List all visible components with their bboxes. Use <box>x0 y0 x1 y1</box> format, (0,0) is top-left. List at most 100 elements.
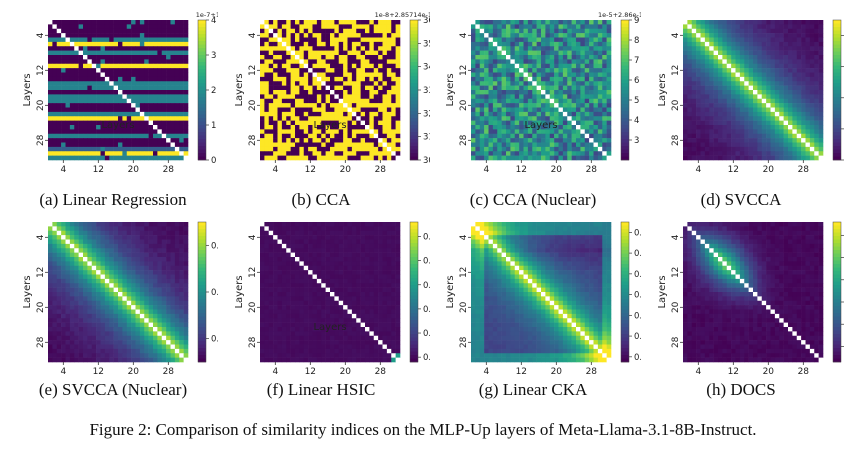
heatmap-cell <box>126 296 132 302</box>
heatmap-cell <box>343 81 348 86</box>
heatmap-cell <box>558 103 564 108</box>
heatmap-cell <box>488 129 494 135</box>
heatmap-cell <box>183 90 189 95</box>
heatmap-cell <box>523 142 529 148</box>
heatmap-cell <box>78 300 84 306</box>
heatmap-cell <box>153 129 158 135</box>
heatmap-cell <box>589 37 594 43</box>
heatmap-cell <box>580 146 586 152</box>
colorbar-segment <box>621 23 629 28</box>
heatmap-cell <box>118 81 123 86</box>
heatmap-cell <box>683 116 688 121</box>
heatmap-cell <box>527 155 533 161</box>
heatmap-cell <box>696 98 701 104</box>
heatmap-cell <box>131 146 136 152</box>
heatmap-cell <box>113 283 119 288</box>
heatmap-cell <box>299 24 305 30</box>
heatmap-cell <box>541 72 546 78</box>
heatmap-cell <box>277 125 283 130</box>
heatmap-cell <box>74 94 79 100</box>
heatmap-cell <box>161 230 167 236</box>
heatmap-cell <box>268 33 274 38</box>
heatmap-cell <box>602 63 607 69</box>
heatmap-cell <box>74 98 79 104</box>
heatmap-cell <box>113 146 119 152</box>
y-tick-label: 12 <box>459 65 469 76</box>
heatmap-cell <box>161 292 167 297</box>
heatmap-cell <box>519 111 524 117</box>
heatmap-cell <box>527 90 533 95</box>
heatmap-cell <box>779 41 784 47</box>
heatmap-cell <box>273 90 278 95</box>
colorbar-segment <box>621 62 629 66</box>
heatmap-cell <box>351 107 357 113</box>
heatmap-cell <box>65 261 71 267</box>
heatmap-cell <box>541 24 546 30</box>
heatmap-cell <box>161 94 167 100</box>
heatmap-cell <box>683 151 688 156</box>
heatmap-cell <box>135 270 141 275</box>
heatmap-cell <box>281 94 287 100</box>
heatmap-cell <box>488 28 494 34</box>
heatmap-cell <box>299 72 305 78</box>
heatmap-cell <box>109 72 114 78</box>
heatmap-cell <box>91 94 97 100</box>
heatmap-cell <box>576 41 581 47</box>
heatmap-cell <box>562 41 568 47</box>
heatmap-cell <box>510 111 516 117</box>
heatmap-cell <box>338 72 344 78</box>
colorbar-segment <box>621 55 629 59</box>
colorbar-segment <box>833 118 841 122</box>
heatmap-cell <box>56 94 62 100</box>
heatmap-cell <box>818 63 824 69</box>
heatmap-cell <box>527 59 533 65</box>
heatmap-cell <box>260 111 265 117</box>
heatmap-cell <box>290 63 296 69</box>
heatmap-cell <box>268 111 274 117</box>
heatmap-cell <box>792 129 798 135</box>
heatmap-cell <box>330 20 335 25</box>
heatmap-cell <box>286 98 291 104</box>
heatmap-cell <box>576 20 581 25</box>
heatmap-cell <box>506 94 511 100</box>
heatmap-cell <box>347 116 353 121</box>
heatmap-cell <box>687 50 693 56</box>
heatmap-cell <box>713 81 719 86</box>
heatmap-cell <box>687 85 693 91</box>
heatmap-cell <box>718 59 723 65</box>
heatmap-cell <box>783 55 789 60</box>
heatmap-cell <box>48 248 53 253</box>
heatmap-cell <box>510 46 516 51</box>
heatmap-cell <box>174 146 180 152</box>
heatmap-cell <box>118 142 123 148</box>
heatmap-cell <box>809 46 815 51</box>
heatmap-cell <box>179 111 184 117</box>
heatmap-cell <box>273 142 278 148</box>
heatmap-cell <box>369 90 375 95</box>
heatmap-cell <box>183 116 189 121</box>
heatmap-cell <box>519 63 524 69</box>
heatmap-cell <box>691 50 697 56</box>
heatmap-cell <box>523 28 529 34</box>
heatmap-cell <box>126 28 132 34</box>
heatmap-cell <box>726 125 732 130</box>
heatmap-cell <box>744 41 749 47</box>
heatmap-cell <box>395 37 401 43</box>
heatmap-cell <box>395 55 401 60</box>
heatmap-cell <box>378 94 383 100</box>
heatmap-cell <box>373 41 379 47</box>
heatmap-cell <box>691 98 697 104</box>
heatmap-cell <box>722 28 728 34</box>
heatmap-cell <box>109 155 114 161</box>
heatmap-cell <box>523 24 529 30</box>
x-tick-label: 4 <box>272 165 278 175</box>
colorbar-segment <box>198 153 206 157</box>
heatmap-cell <box>523 151 529 156</box>
heatmap-cell <box>157 41 163 47</box>
heatmap-cell <box>471 46 476 51</box>
heatmap-cell <box>492 138 498 143</box>
heatmap-cell <box>281 68 287 73</box>
heatmap-cell <box>56 265 62 271</box>
colorbar-segment <box>833 114 841 119</box>
heatmap-cell <box>475 133 481 139</box>
